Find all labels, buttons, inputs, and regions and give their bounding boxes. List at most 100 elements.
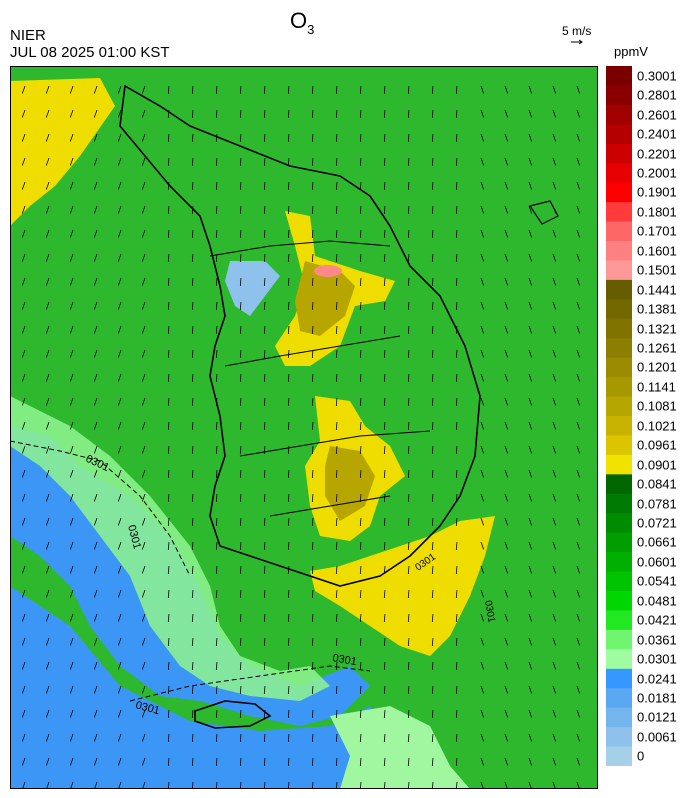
wind-vector	[528, 565, 533, 574]
wind-vector	[383, 157, 386, 167]
wind-vector	[359, 397, 362, 407]
wind-vector	[480, 205, 485, 214]
wind-vector	[311, 541, 314, 551]
wind-vector	[552, 85, 557, 94]
wind-vector	[335, 349, 338, 359]
wind-vector	[239, 589, 242, 599]
wind-vector	[45, 757, 50, 766]
wind-vector	[117, 493, 122, 502]
wind-vector	[21, 421, 26, 430]
wind-vector	[359, 445, 362, 455]
wind-vector	[141, 565, 146, 574]
wind-vector	[359, 325, 362, 335]
wind-vector	[69, 733, 74, 742]
wind-vector	[141, 469, 146, 478]
wind-vector	[335, 229, 338, 239]
wind-vector	[335, 661, 338, 671]
wind-vector	[455, 685, 458, 695]
wind-vector	[141, 421, 146, 430]
wind-vector	[239, 613, 242, 623]
wind-vector	[287, 85, 290, 95]
wind-vector	[407, 685, 410, 695]
wind-vector	[141, 685, 146, 694]
wind-vector	[552, 157, 557, 166]
wind-vector	[93, 517, 98, 526]
wind-vector	[191, 325, 194, 335]
legend-label: 0.1081	[637, 398, 677, 414]
wind-vector	[93, 157, 98, 166]
wind-vector	[407, 229, 410, 239]
wind-vector	[311, 685, 314, 695]
wind-vector	[191, 229, 194, 239]
wind-vector	[69, 229, 74, 238]
wind-vector	[311, 445, 314, 455]
wind-vector	[383, 397, 386, 407]
wind-vector	[407, 301, 410, 311]
wind-vector	[117, 397, 122, 406]
wind-vector	[552, 613, 557, 622]
wind-vector	[167, 181, 170, 191]
wind-vector	[141, 589, 146, 598]
wind-vector	[576, 349, 581, 358]
wind-vector	[504, 637, 509, 646]
wind-vector	[167, 133, 170, 143]
legend-label: 0.0121	[637, 709, 677, 725]
agency-label: NIER	[10, 27, 46, 44]
wind-vector	[263, 373, 266, 383]
wind-vector	[407, 133, 410, 143]
wind-vector	[215, 109, 218, 119]
wind-vector	[576, 277, 581, 286]
wind-vector	[480, 685, 485, 694]
wind-vector	[69, 253, 74, 262]
legend-swatch	[606, 727, 632, 748]
wind-vector	[69, 373, 74, 382]
wind-vector	[191, 469, 194, 479]
legend-label: 0.0301	[637, 651, 677, 667]
wind-vector	[215, 373, 218, 383]
wind-vector	[287, 541, 290, 551]
wind-vector	[21, 133, 26, 142]
wind-vector	[263, 181, 266, 191]
wind-vector	[117, 541, 122, 550]
wind-vector	[528, 493, 533, 502]
wind-vector	[45, 565, 50, 574]
legend-label: 0.1321	[637, 321, 677, 336]
wind-vector	[383, 517, 386, 527]
wind-vector	[335, 517, 338, 527]
wind-vector	[383, 709, 386, 719]
wind-vector	[287, 661, 290, 671]
wind-vector	[528, 373, 533, 382]
legend-label: 0.1501	[637, 262, 677, 278]
wind-vector	[117, 757, 122, 766]
map-frame	[10, 66, 598, 789]
wind-vector	[311, 349, 314, 359]
wind-vector	[431, 733, 434, 743]
wind-vector	[528, 469, 533, 478]
wind-vector	[455, 613, 458, 623]
wind-vector	[407, 253, 410, 263]
wind-vector	[239, 157, 242, 167]
wind-vector	[191, 373, 194, 383]
wind-vector	[504, 109, 509, 118]
legend-label: 0.0961	[637, 437, 677, 453]
wind-vector	[576, 589, 581, 598]
wind-vector	[263, 757, 266, 767]
wind-vector	[117, 709, 122, 718]
wind-vector	[552, 637, 557, 646]
wind-vector	[335, 685, 338, 695]
wind-vector	[431, 709, 434, 719]
legend-label: 0.0361	[637, 632, 677, 648]
wind-vector	[117, 229, 122, 238]
wind-vector	[504, 757, 509, 766]
wind-vector	[287, 565, 290, 575]
wind-vector	[576, 301, 581, 310]
wind-vector	[335, 397, 338, 407]
wind-vector	[335, 253, 338, 263]
wind-vector	[21, 85, 26, 94]
wind-vector	[239, 493, 242, 503]
wind-vector	[528, 157, 533, 166]
wind-vector	[431, 157, 434, 167]
wind-vector	[455, 85, 458, 95]
wind-vector	[311, 613, 314, 623]
wind-vector	[335, 181, 338, 191]
